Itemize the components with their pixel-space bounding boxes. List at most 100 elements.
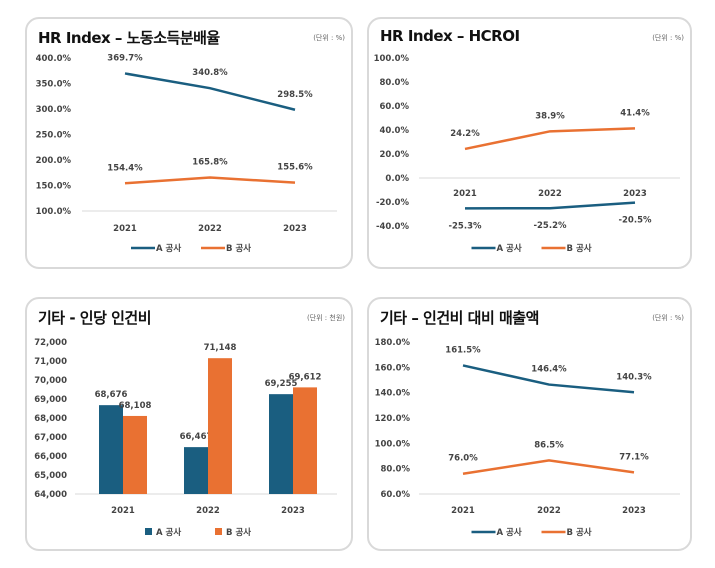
data-label: 298.5% (277, 90, 313, 100)
legend-swatch (145, 528, 152, 535)
legend-label: B 공사 (226, 243, 251, 254)
y-tick-label: 65,000 (34, 471, 67, 481)
bar (269, 394, 293, 494)
data-label: 76.0% (448, 454, 478, 464)
x-tick-label: 2023 (623, 189, 647, 199)
chart-panel-hcroi: HR Index – HCROI (단위 : %) -40.0% -20.0% 0.… (367, 17, 692, 269)
x-tick-label: 2021 (451, 506, 475, 516)
series-line (124, 176, 296, 185)
bar (123, 415, 147, 494)
data-label: -25.3% (448, 221, 481, 231)
data-label: 155.6% (277, 163, 313, 173)
data-label: 140.3% (616, 372, 652, 382)
data-label: 38.9% (535, 111, 565, 121)
chart-panel-labor-share: HR Index – 노동소득분배율 (단위 : %) 100.0% 150.0%… (25, 17, 353, 269)
y-tick-label: 200.0% (36, 156, 72, 166)
legend-label: B 공사 (567, 527, 592, 538)
series-line (462, 459, 635, 475)
data-label: 68,676 (95, 390, 128, 400)
y-tick-label: 69,000 (34, 395, 67, 405)
legend-label: B 공사 (226, 527, 251, 538)
bar (293, 387, 317, 494)
data-label: 69,612 (289, 372, 322, 382)
data-label: 24.2% (450, 129, 480, 139)
x-tick-label: 2023 (622, 506, 646, 516)
y-tick-label: 66,000 (34, 452, 67, 462)
chart-unit: (단위 : 천원) (306, 314, 345, 322)
y-tick-label: 68,000 (34, 414, 67, 424)
data-label: -25.2% (533, 221, 566, 231)
data-label: 340.8% (192, 68, 228, 78)
data-label: -20.5% (618, 216, 651, 226)
series-line (464, 127, 636, 151)
series-line (462, 364, 635, 394)
chart-svg: 100.0% 150.0% 200.0% 250.0% 300.0% 350.0% 400.… (36, 53, 337, 254)
x-tick-label: 2022 (198, 224, 222, 234)
chart-svg: 60.0% 80.0% 100.0% 120.0% 140.0% 160.0% 180.0%… (375, 338, 680, 538)
y-tick-label: 100.0% (36, 207, 72, 217)
data-label: 165.8% (192, 157, 228, 167)
chart-title: 기타 - 인당 인건비 (38, 309, 152, 327)
chart-title: 기타 – 인건비 대비 매출액 (380, 309, 539, 327)
y-tick-label: 100.0% (374, 54, 410, 64)
legend-label: A 공사 (497, 527, 522, 538)
chart-unit: (단위 : %) (652, 34, 684, 42)
chart-panel-revenue-to-labor-cost: 기타 – 인건비 대비 매출액 (단위 : %) 60.0% 80.0% 100.0… (367, 297, 692, 551)
chart-unit: (단위 : %) (652, 314, 684, 322)
y-tick-label: 67,000 (34, 433, 67, 443)
legend-label: A 공사 (156, 527, 181, 538)
y-tick-label: 20.0% (380, 150, 410, 160)
data-label: 68,108 (119, 401, 152, 411)
y-tick-label: 350.0% (36, 80, 72, 90)
y-tick-label: 40.0% (380, 126, 410, 136)
chart-title: HR Index – 노동소득분배율 (38, 29, 220, 47)
y-tick-label: 80.0% (381, 465, 411, 475)
legend-swatch (215, 528, 222, 535)
chart-panel-labor-cost-per-person: 기타 - 인당 인건비 (단위 : 천원) 64,000 65,000 66,000… (25, 297, 353, 551)
data-label: 77.1% (619, 452, 649, 462)
y-tick-label: 60.0% (380, 102, 410, 112)
data-label: 69,255 (265, 379, 298, 389)
bar (99, 405, 123, 494)
bar (208, 358, 232, 494)
y-tick-label: 250.0% (36, 131, 72, 141)
y-tick-label: 150.0% (36, 182, 72, 192)
y-tick-label: 160.0% (375, 363, 411, 373)
x-tick-label: 2021 (111, 506, 135, 516)
y-tick-label: 120.0% (375, 414, 411, 424)
data-label: 71,148 (204, 343, 237, 353)
data-label: 154.4% (107, 163, 143, 173)
data-label: 86.5% (534, 440, 564, 450)
legend-label: A 공사 (156, 243, 181, 254)
y-tick-label: 71,000 (34, 357, 67, 367)
series-line (124, 72, 296, 111)
y-tick-label: 64,000 (34, 490, 67, 500)
y-tick-label: 100.0% (375, 439, 411, 449)
chart-svg: 64,000 65,000 66,000 67,000 68,000 69,000 70,0… (34, 338, 337, 538)
y-tick-label: -20.0% (376, 198, 409, 208)
data-label: 161.5% (445, 345, 481, 355)
y-tick-label: 72,000 (34, 338, 67, 348)
y-tick-label: 300.0% (36, 105, 72, 115)
y-tick-label: 180.0% (375, 338, 411, 348)
y-tick-label: 0.0% (385, 174, 409, 184)
data-label: 146.4% (531, 365, 567, 375)
y-tick-label: 80.0% (380, 78, 410, 88)
x-tick-label: 2022 (538, 189, 562, 199)
legend-label: A 공사 (497, 243, 522, 254)
legend-label: B 공사 (567, 243, 592, 254)
series-line (464, 201, 636, 210)
y-tick-label: 60.0% (381, 490, 411, 500)
x-tick-label: 2021 (453, 189, 477, 199)
x-tick-label: 2023 (281, 506, 305, 516)
y-tick-label: -40.0% (376, 222, 409, 232)
data-label: 369.7% (107, 53, 143, 63)
x-tick-label: 2022 (196, 506, 220, 516)
y-tick-label: 140.0% (375, 389, 411, 399)
x-tick-label: 2023 (283, 224, 307, 234)
data-label: 66,467 (180, 432, 213, 442)
x-tick-label: 2021 (113, 224, 137, 234)
y-tick-label: 70,000 (34, 376, 67, 386)
chart-title: HR Index – HCROI (380, 27, 520, 45)
chart-svg: -40.0% -20.0% 0.0% 20.0% 40.0% 60.0% 80.0% 100.… (374, 54, 680, 254)
